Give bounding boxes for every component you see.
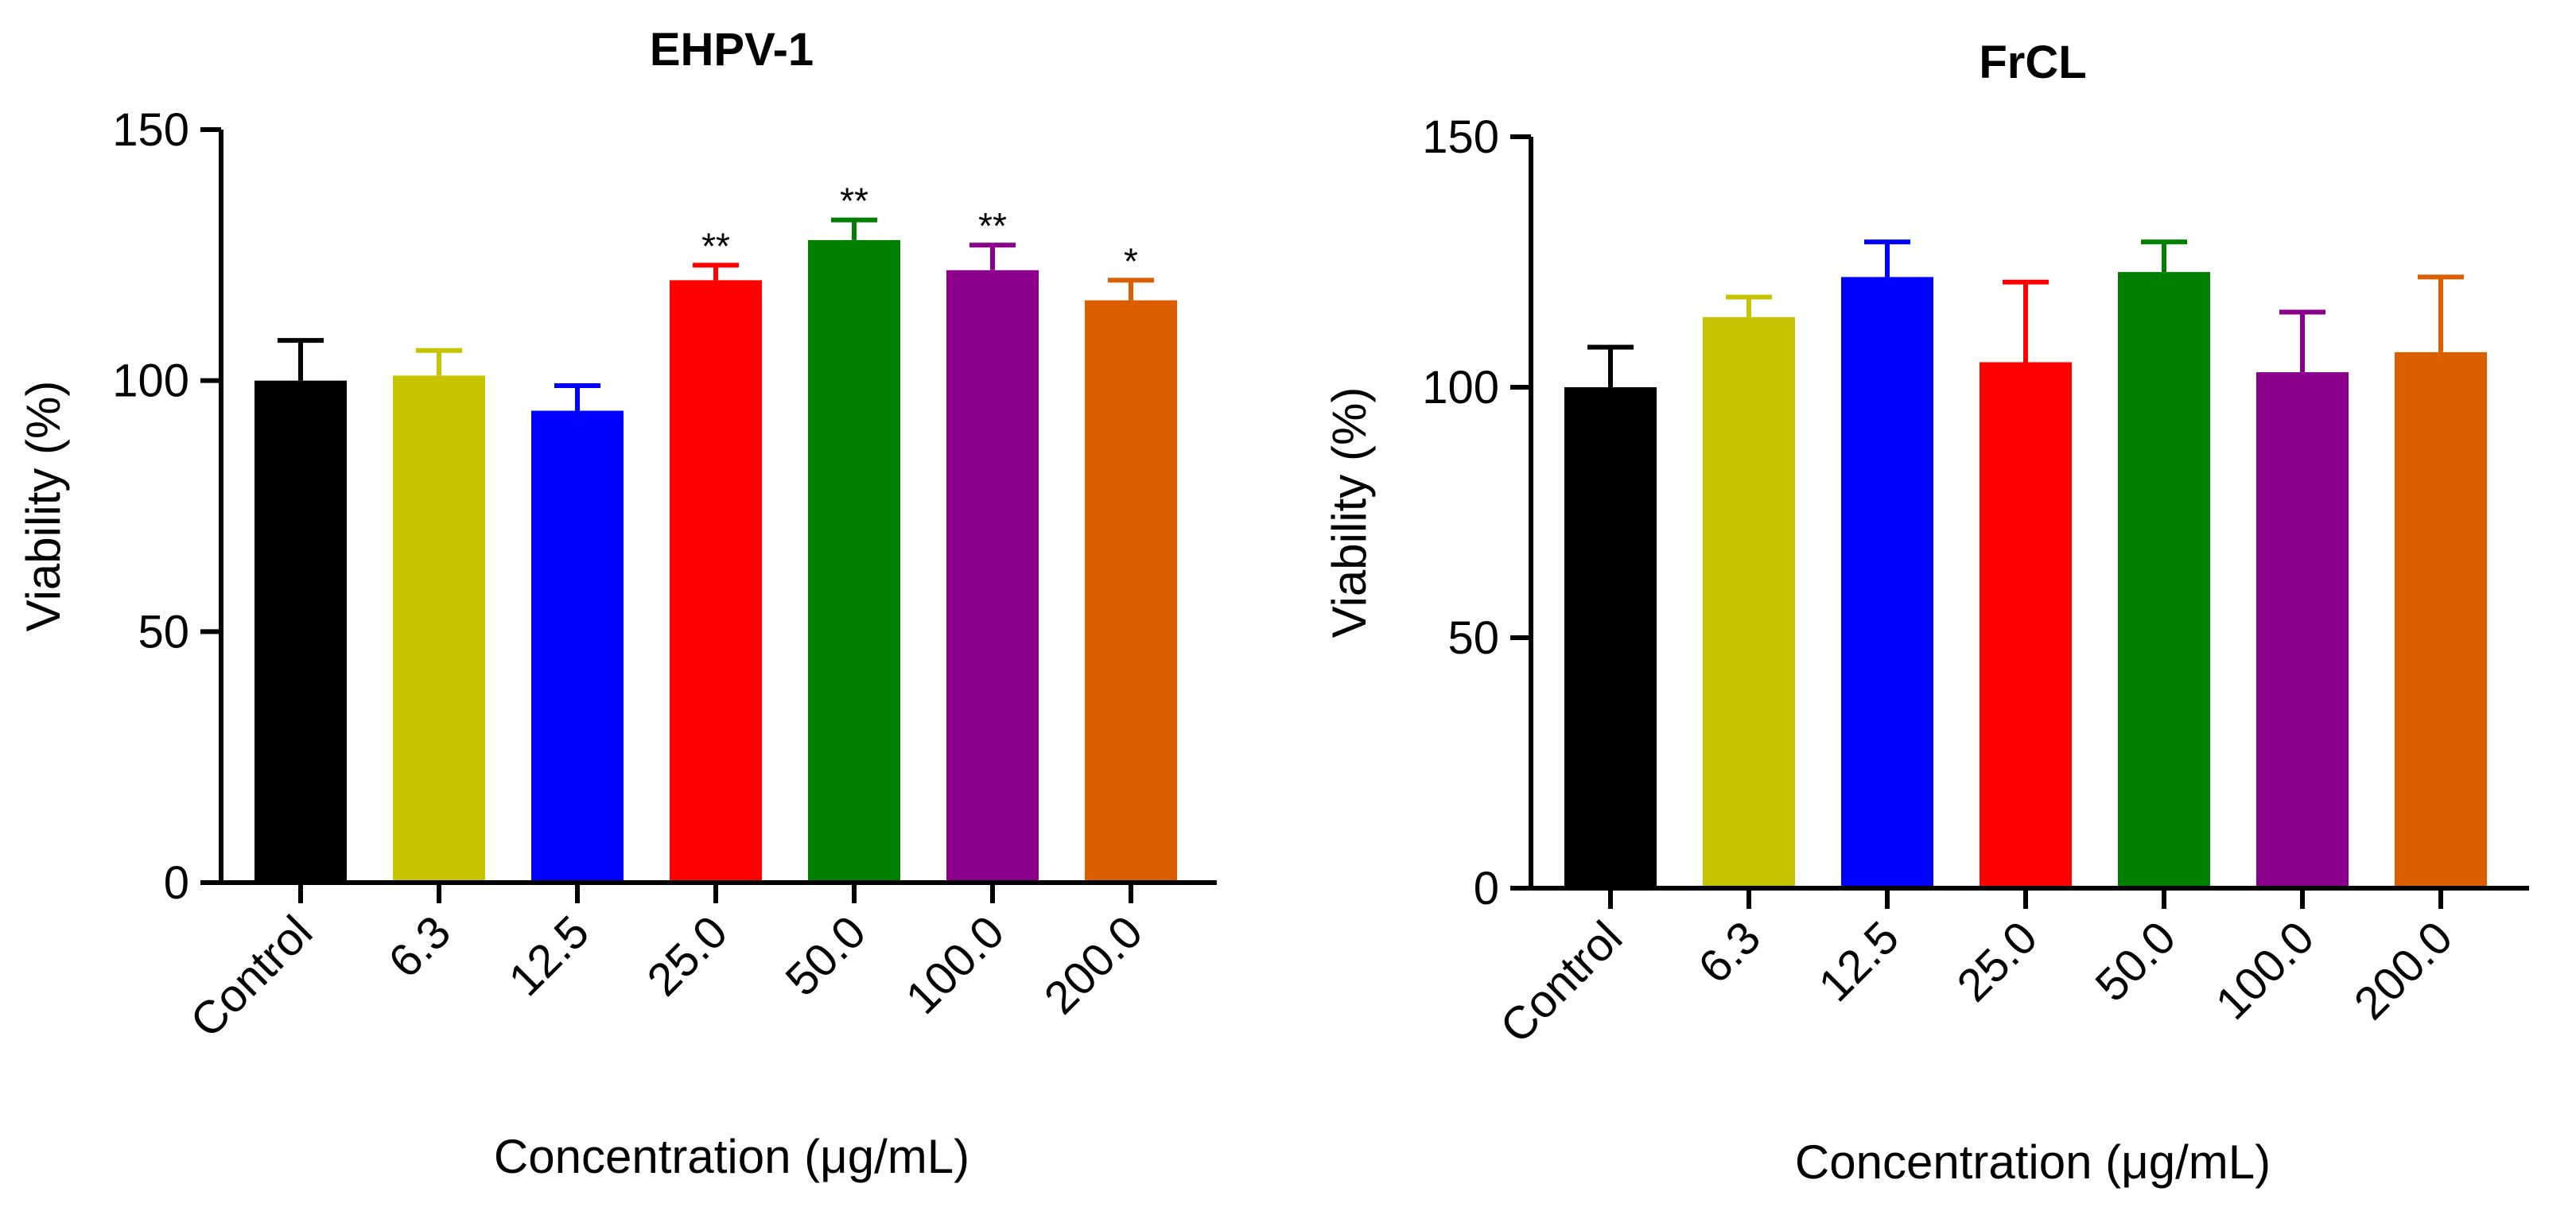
bar-25.0 [1980,362,2072,888]
bar-12.5 [1841,277,1933,888]
y-tick-label: 50 [138,606,189,658]
significance-label: * [1124,240,1138,281]
error-bar-12.5 [1864,239,1910,278]
error-bar-12.5 [554,382,600,411]
x-tick-label: 6.3 [1688,911,1770,993]
error-bar-6.3 [416,347,462,376]
chart-ehpv-1: EHPV-1 Viability (%) Concentration (μg/mL)… [17,24,1217,1183]
x-axis-label: Concentration (μg/mL) [1795,1135,2271,1189]
significance-label: ** [840,180,868,222]
x-axis-label: Concentration (μg/mL) [494,1130,969,1183]
bar-50.0 [808,239,900,883]
y-tick-label: 150 [1422,111,1499,163]
bar-100.0 [946,270,1039,883]
error-bar-Control [278,338,324,381]
error-bar-100.0 [969,243,1016,270]
error-bar-50.0 [2141,239,2187,273]
bar-12.5 [531,410,624,883]
chart-title: EHPV-1 [650,24,814,76]
error-bar-25.0 [693,262,739,281]
y-axis-label: Viability (%) [1323,387,1376,638]
y-tick-label: 0 [1474,863,1499,914]
bar-50.0 [2118,272,2210,889]
error-bar-200.0 [2418,274,2464,352]
x-tick-label: Control [1490,911,1632,1053]
significance-label: ** [978,205,1007,246]
bar-25.0 [670,280,762,883]
x-tick-label: 12.5 [499,906,599,1006]
x-tick-label: 12.5 [1809,911,1909,1011]
x-tick-label: 50.0 [775,906,876,1006]
error-bar-Control [1587,344,1634,387]
x-tick-label: 100.0 [2206,911,2325,1030]
y-tick-label: 150 [112,104,189,156]
bar-200.0 [1085,300,1177,883]
chart-frcl: FrCL Viability (%) Concentration (μg/mL) Co… [1323,37,2529,1189]
y-tick-label: 100 [1422,362,1499,413]
x-tick-label: 25.0 [637,906,737,1006]
y-tick-label: 50 [1447,612,1499,664]
x-tick-label: Control [181,906,322,1047]
error-bar-50.0 [831,217,877,240]
error-bar-6.3 [1726,294,1772,317]
y-tick-label: 0 [164,857,189,909]
x-tick-label: 200.0 [2345,911,2463,1030]
error-bar-200.0 [1108,278,1154,301]
bar-200.0 [2395,351,2487,888]
x-tick-label: 50.0 [2085,911,2186,1011]
chart-title: FrCL [1979,37,2086,88]
bar-6.3 [393,375,485,883]
x-tick-label: 100.0 [896,906,1015,1024]
significance-label: ** [701,225,730,266]
bar-Control [254,380,347,883]
error-bar-100.0 [2279,309,2325,373]
y-tick-label: 100 [112,355,189,407]
bar-6.3 [1703,316,1795,888]
x-tick-label: 6.3 [379,906,460,988]
x-tick-label: 25.0 [1947,911,2047,1011]
error-bar-25.0 [2003,279,2049,363]
y-axis-label: Viability (%) [17,381,70,632]
x-tick-label: 200.0 [1035,906,1153,1024]
bar-Control [1564,387,1657,888]
bar-100.0 [2256,372,2349,889]
